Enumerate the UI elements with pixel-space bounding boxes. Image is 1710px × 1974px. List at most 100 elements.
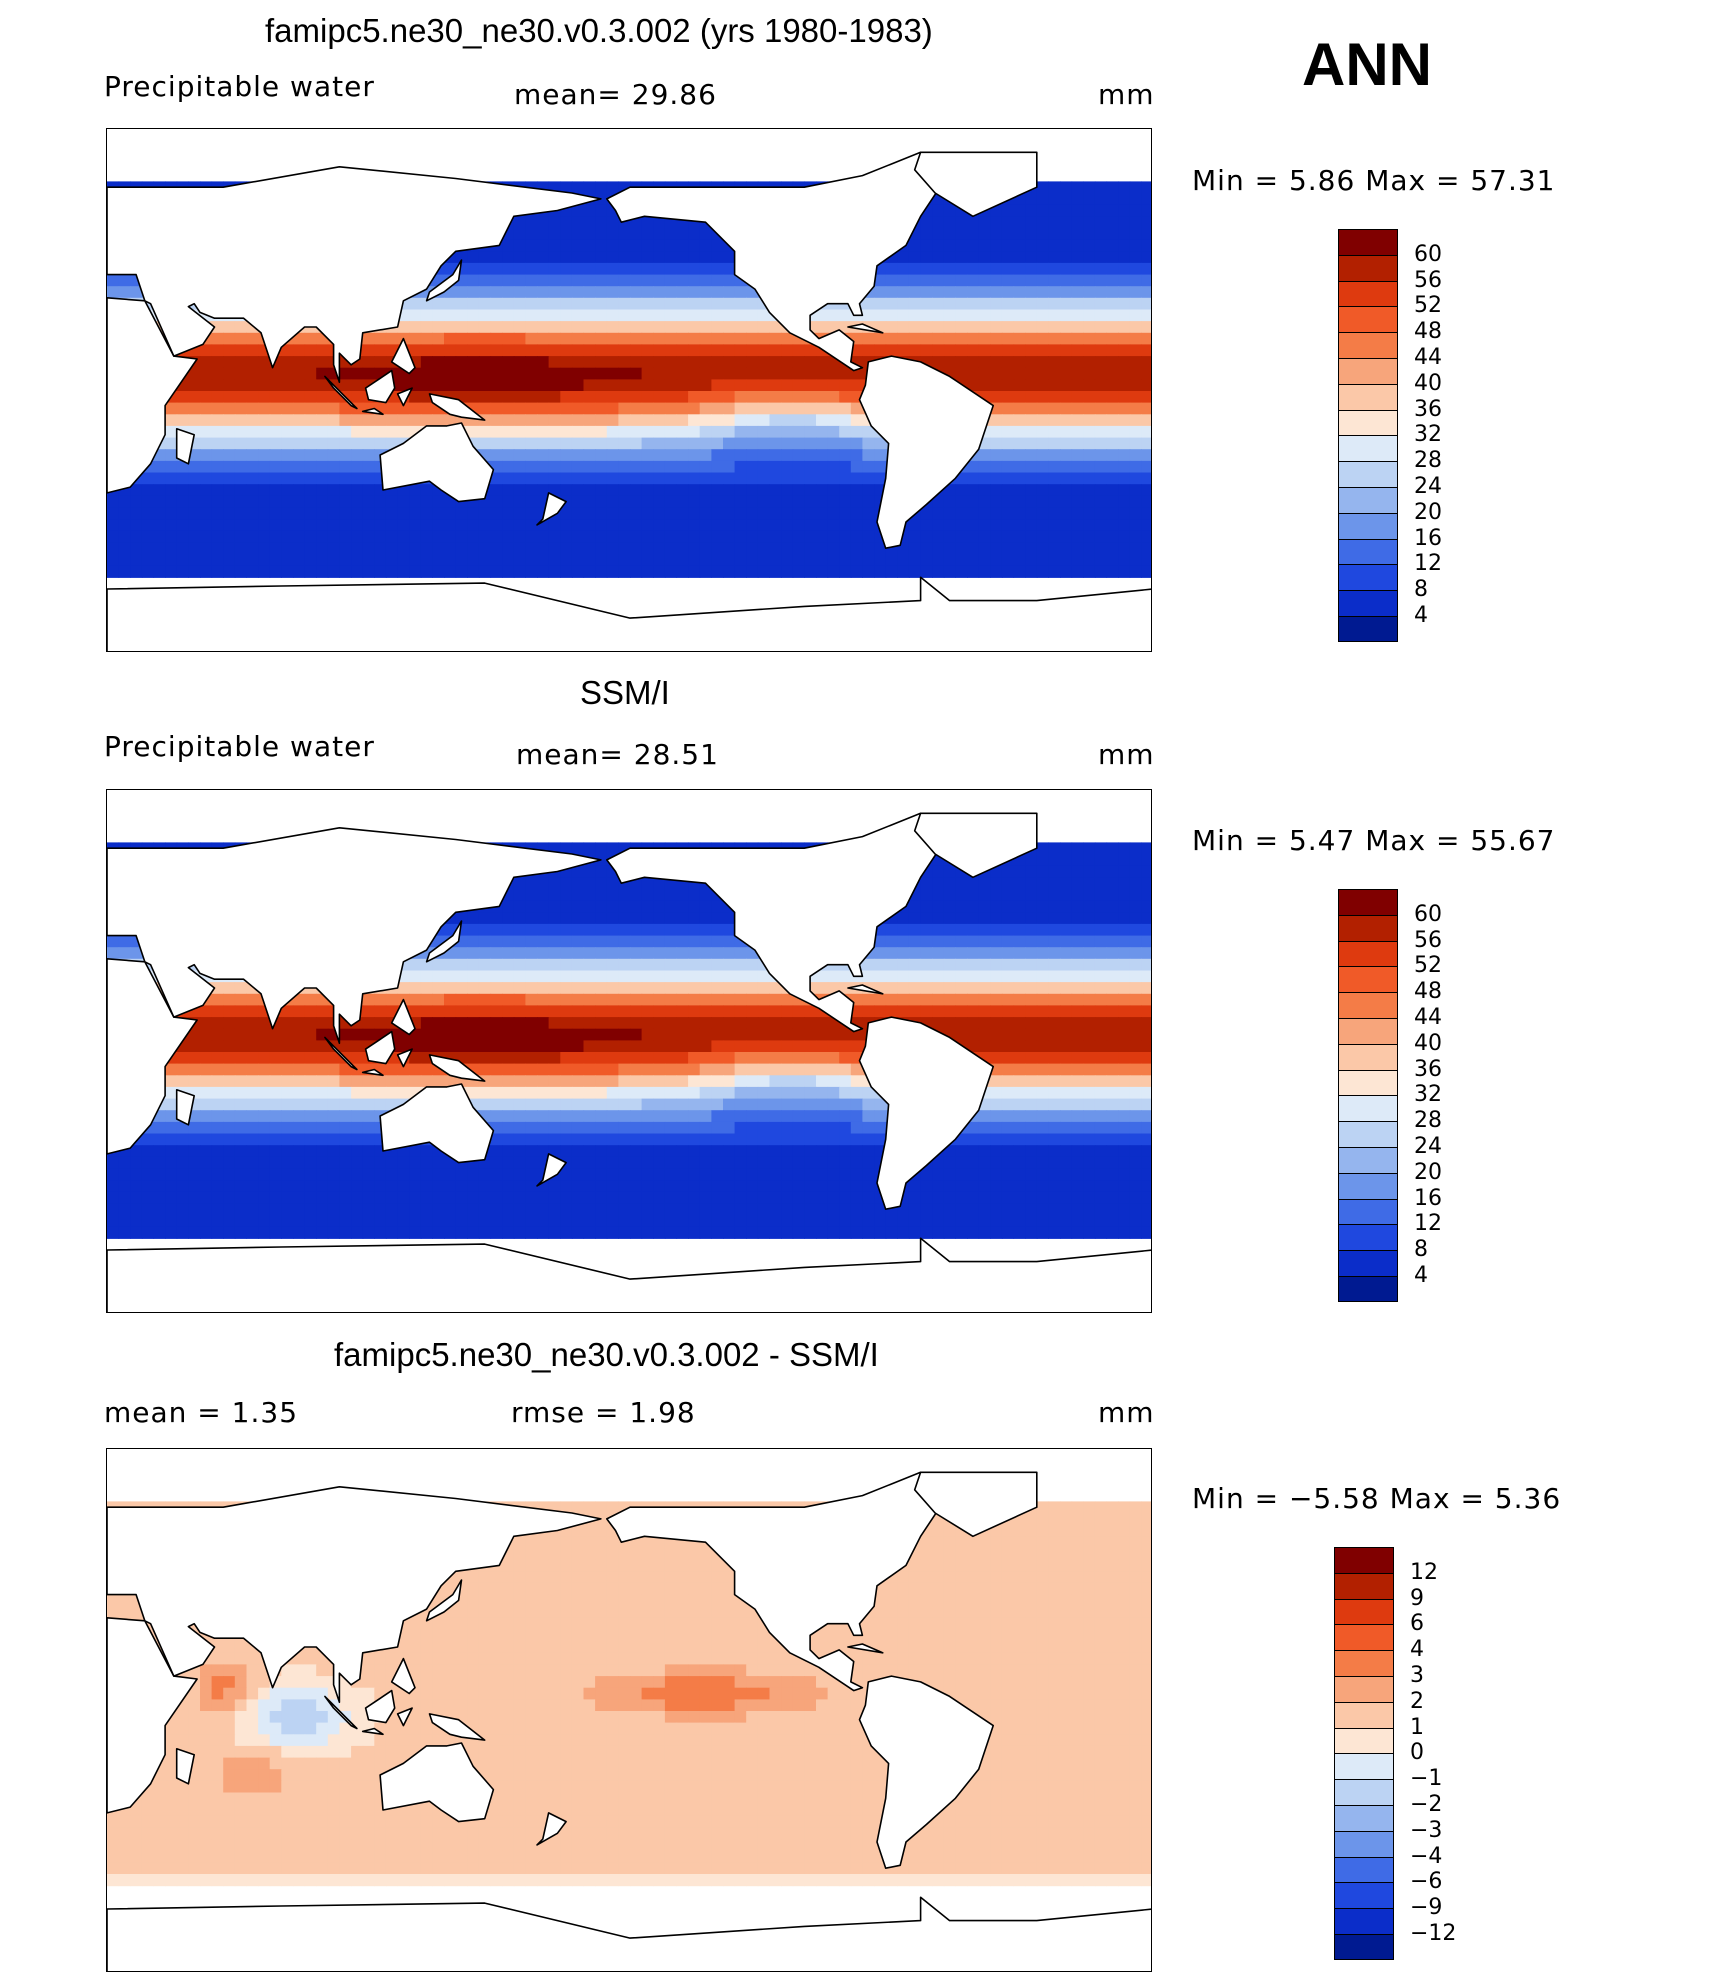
field-cell	[1036, 181, 1049, 194]
field-cell	[1025, 286, 1038, 299]
field-cell	[641, 216, 654, 229]
field-cell	[537, 542, 550, 555]
field-cell	[107, 542, 120, 555]
field-cell	[246, 449, 259, 462]
field-cell	[490, 309, 503, 322]
field-cell	[537, 367, 550, 380]
field-cell	[885, 565, 898, 578]
field-cell	[1036, 356, 1049, 369]
field-cell	[827, 1063, 840, 1076]
field-cell	[723, 1075, 736, 1088]
field-cell	[293, 449, 306, 462]
field-cell	[990, 1075, 1003, 1088]
field-cell	[606, 472, 619, 485]
field-cell	[502, 251, 515, 264]
field-cell	[432, 344, 445, 357]
field-cell	[548, 332, 561, 345]
field-cell	[1036, 1040, 1049, 1053]
field-cell	[804, 519, 817, 532]
field-cell	[583, 889, 596, 902]
field-cell	[525, 1028, 538, 1041]
field-cell	[304, 1005, 317, 1018]
field-cell	[746, 1028, 759, 1041]
field-cell	[816, 1040, 829, 1053]
field-cell	[1129, 449, 1142, 462]
field-cell	[420, 367, 433, 380]
field-cell	[420, 993, 433, 1006]
field-cell	[1013, 262, 1026, 276]
field-cell	[734, 507, 747, 520]
field-cell	[293, 993, 306, 1006]
field-cell	[618, 565, 631, 578]
field-cell	[165, 554, 178, 567]
field-cell	[990, 286, 1003, 299]
field-cell	[490, 1005, 503, 1018]
colorbar-tick-label: 24	[1414, 474, 1442, 499]
field-cell	[478, 982, 492, 995]
field-cell	[1025, 391, 1038, 404]
field-cell	[420, 1017, 433, 1030]
field-cell	[525, 947, 538, 960]
field-cell	[1036, 923, 1049, 937]
field-cell	[537, 554, 550, 567]
field-cell	[420, 321, 433, 334]
field-cell	[1141, 1063, 1151, 1076]
field-cell	[374, 1075, 387, 1088]
field-cell	[1013, 1052, 1026, 1065]
field-cell	[351, 542, 364, 555]
field-cell	[467, 321, 480, 334]
field-cell	[1001, 554, 1015, 567]
field-cell	[990, 367, 1003, 380]
field-cell	[502, 391, 515, 404]
field-cell	[932, 286, 945, 299]
field-cell	[571, 923, 585, 937]
field-cell	[1083, 460, 1096, 474]
field-cell	[502, 982, 515, 995]
field-cell	[420, 484, 433, 497]
field-cell	[978, 519, 991, 532]
field-cell	[316, 554, 329, 567]
field-cell	[967, 495, 980, 508]
field-cell	[653, 507, 666, 520]
field-cell	[734, 542, 747, 555]
field-cell	[362, 344, 375, 357]
field-cell	[537, 1017, 550, 1030]
field-cell	[513, 958, 526, 971]
field-cell	[1083, 842, 1096, 855]
field-cell	[978, 309, 991, 322]
field-cell	[885, 262, 898, 276]
field-cell	[699, 402, 712, 415]
field-cell	[804, 1017, 817, 1030]
field-cell	[630, 274, 643, 287]
field-cell	[304, 425, 317, 439]
field-cell	[1106, 1063, 1119, 1076]
field-cell	[537, 449, 550, 462]
field-cell	[1129, 854, 1142, 867]
field-cell	[246, 460, 259, 474]
field-cell	[606, 309, 619, 322]
field-cell	[943, 239, 956, 252]
field-cell	[967, 309, 980, 322]
field-cell	[967, 554, 980, 567]
field-cell	[548, 297, 561, 310]
field-cell	[978, 321, 991, 334]
field-cell	[1013, 472, 1026, 485]
field-cell	[444, 542, 457, 555]
field-cell	[258, 449, 271, 462]
field-cell	[711, 912, 724, 925]
field-cell	[478, 286, 492, 299]
field-cell	[1106, 286, 1119, 299]
field-cell	[351, 1028, 364, 1041]
field-cell	[1083, 982, 1096, 995]
field-cell	[1025, 1017, 1038, 1030]
field-cell	[513, 1017, 526, 1030]
field-cell	[1071, 958, 1084, 971]
field-cell	[653, 877, 666, 890]
field-cell	[1141, 900, 1151, 913]
field-cell	[653, 437, 666, 450]
field-cell	[1036, 912, 1049, 925]
field-cell	[734, 460, 747, 474]
field-cell	[1071, 565, 1084, 578]
field-cell	[304, 495, 317, 508]
field-cell	[432, 519, 445, 532]
